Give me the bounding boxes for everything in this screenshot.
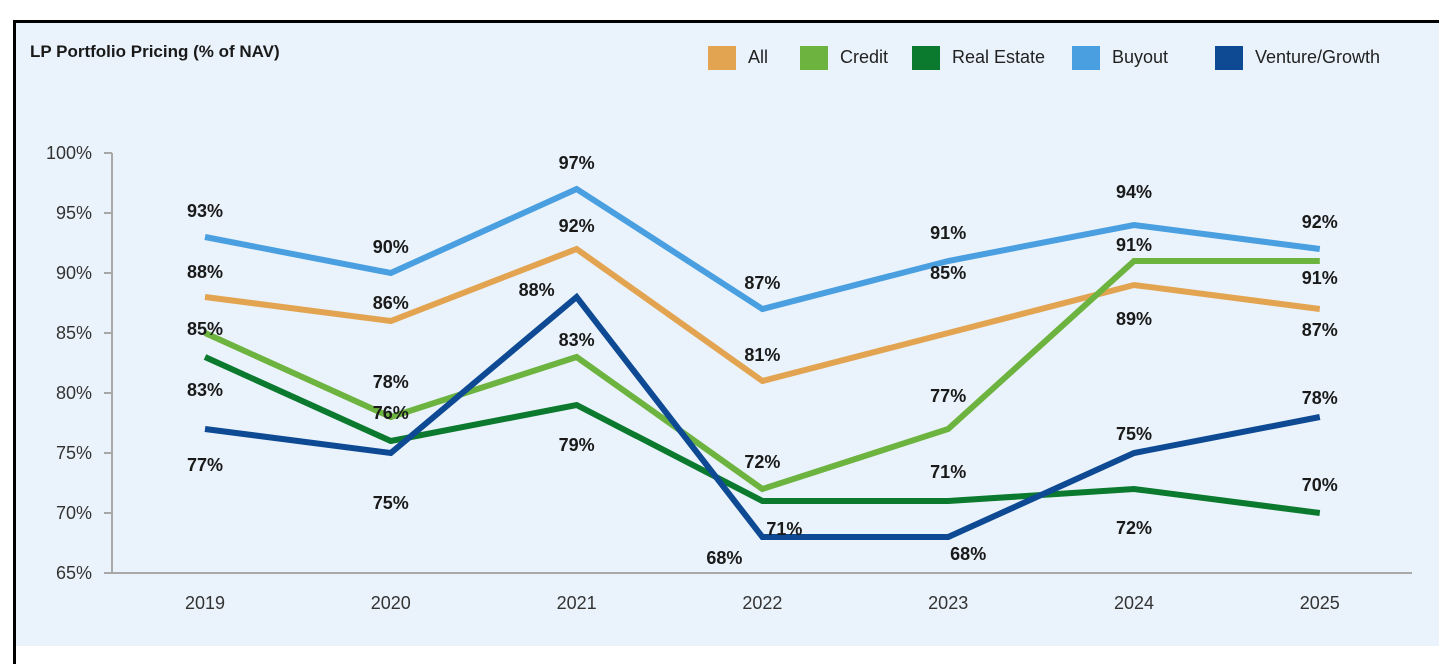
data-label: 76% xyxy=(373,403,409,423)
series-line-real-estate xyxy=(203,354,1321,516)
data-label: 79% xyxy=(559,435,595,455)
legend-label: Real Estate xyxy=(952,47,1045,67)
data-label: 83% xyxy=(187,380,223,400)
data-label: 68% xyxy=(706,548,742,568)
y-tick-label: 85% xyxy=(56,323,92,343)
y-tick-label: 80% xyxy=(56,383,92,403)
data-label: 83% xyxy=(559,330,595,350)
data-label: 94% xyxy=(1116,182,1152,202)
data-label: 91% xyxy=(1116,235,1152,255)
x-tick-label: 2023 xyxy=(928,593,968,613)
data-label: 92% xyxy=(559,216,595,236)
data-label: 77% xyxy=(187,455,223,475)
panel-border xyxy=(13,646,16,664)
series-line-venture-growth xyxy=(204,292,1321,540)
data-label: 70% xyxy=(1302,475,1338,495)
legend-label: Venture/Growth xyxy=(1255,47,1380,67)
data-label: 71% xyxy=(766,519,802,539)
chart-title: LP Portfolio Pricing (% of NAV) xyxy=(30,42,280,61)
data-label: 90% xyxy=(373,237,409,257)
legend-swatch xyxy=(800,46,828,70)
legend-swatch xyxy=(1072,46,1100,70)
data-label: 72% xyxy=(744,452,780,472)
legend-swatch xyxy=(708,46,736,70)
data-label: 75% xyxy=(1116,424,1152,444)
x-tick-label: 2020 xyxy=(371,593,411,613)
y-tick-label: 100% xyxy=(46,143,92,163)
data-label: 77% xyxy=(930,386,966,406)
series-line-buyout xyxy=(204,185,1321,313)
y-tick-label: 95% xyxy=(56,203,92,223)
data-label: 87% xyxy=(1302,320,1338,340)
data-label: 86% xyxy=(373,293,409,313)
legend-swatch xyxy=(1215,46,1243,70)
x-tick-label: 2019 xyxy=(185,593,225,613)
legend-label: Buyout xyxy=(1112,47,1168,67)
data-label: 75% xyxy=(373,493,409,513)
data-label: 78% xyxy=(373,372,409,392)
data-label: 92% xyxy=(1302,212,1338,232)
legend-label: Credit xyxy=(840,47,888,67)
x-tick-label: 2024 xyxy=(1114,593,1154,613)
x-tick-label: 2022 xyxy=(742,593,782,613)
data-label: 88% xyxy=(519,280,555,300)
data-label: 81% xyxy=(744,345,780,365)
data-label: 91% xyxy=(930,223,966,243)
legend-label: All xyxy=(748,47,768,67)
x-tick-label: 2025 xyxy=(1300,593,1340,613)
y-tick-label: 90% xyxy=(56,263,92,283)
data-label: 97% xyxy=(559,153,595,173)
data-label: 85% xyxy=(187,319,223,339)
data-label: 87% xyxy=(744,273,780,293)
legend-swatch xyxy=(912,46,940,70)
data-label: 78% xyxy=(1302,388,1338,408)
x-tick-label: 2021 xyxy=(557,593,597,613)
data-label: 88% xyxy=(187,262,223,282)
data-label: 85% xyxy=(930,263,966,283)
data-label: 89% xyxy=(1116,309,1152,329)
chart-panel xyxy=(13,20,1439,646)
data-label: 72% xyxy=(1116,518,1152,538)
data-label: 71% xyxy=(930,462,966,482)
y-tick-label: 70% xyxy=(56,503,92,523)
series-line-credit xyxy=(203,258,1320,493)
series-line-all xyxy=(204,245,1321,385)
data-label: 93% xyxy=(187,201,223,221)
y-tick-label: 65% xyxy=(56,563,92,583)
data-label: 68% xyxy=(950,544,986,564)
y-tick-label: 75% xyxy=(56,443,92,463)
data-label: 91% xyxy=(1302,268,1338,288)
